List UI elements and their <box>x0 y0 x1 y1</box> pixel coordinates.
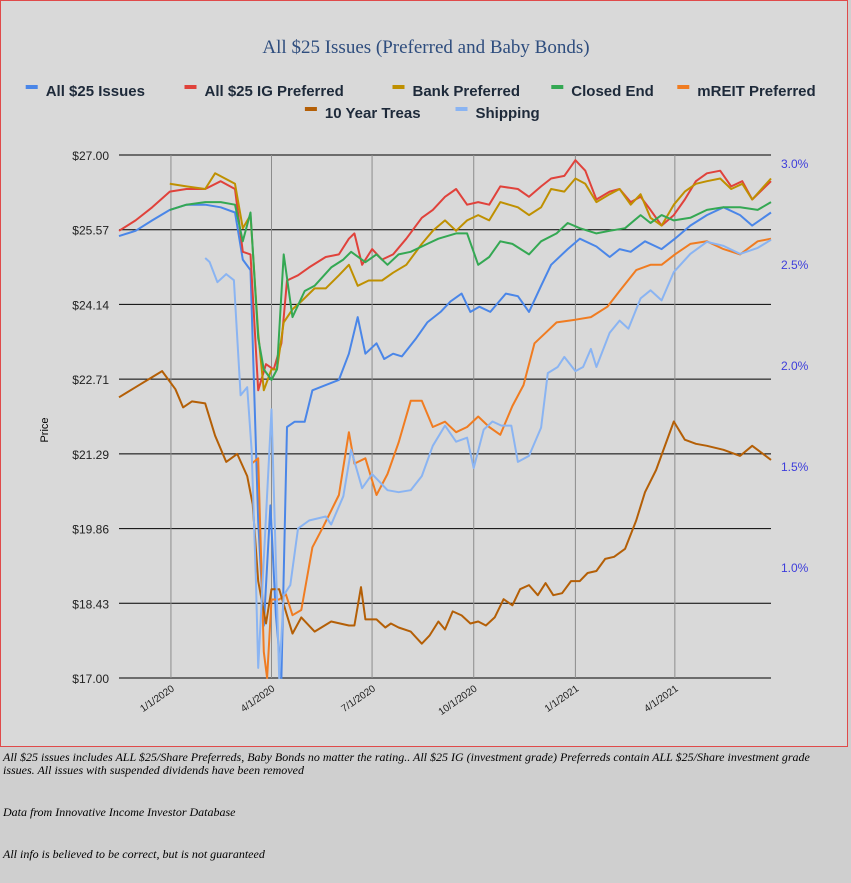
chart-frame: All $25 Issues (Preferred and Baby Bonds… <box>0 0 848 747</box>
x-tick-label: 7/1/2020 <box>340 683 379 715</box>
y2-tick-label: 1.0% <box>781 561 809 575</box>
y-tick-label: $18.43 <box>72 597 109 611</box>
x-tick-label: 1/1/2021 <box>543 683 582 715</box>
y-tick-label: $22.71 <box>72 373 109 387</box>
legend-swatch <box>455 107 468 111</box>
x-tick-label: 4/1/2020 <box>239 683 278 715</box>
series-line-mreit-preferred <box>250 237 772 679</box>
y-tick-label: $21.29 <box>72 448 109 462</box>
y2-tick-label: 1.5% <box>781 460 809 474</box>
y-tick-label: $25.57 <box>72 224 109 238</box>
legend-label: All $25 IG Preferred <box>205 83 344 100</box>
x-tick-label: 4/1/2021 <box>642 683 681 715</box>
y-tick-label: $27.00 <box>72 149 109 163</box>
series-line-10-year-treas <box>118 370 772 645</box>
footnote-description: All $25 issues includes ALL $25/Share Pr… <box>3 750 810 777</box>
legend-swatch <box>25 85 38 89</box>
series-line-bank-preferred <box>169 172 772 392</box>
legend-label: mREIT Preferred <box>697 83 815 100</box>
series-line-shipping <box>204 238 772 679</box>
footnote-source: Data from Innovative Income Investor Dat… <box>3 805 236 819</box>
series-lines <box>118 159 772 679</box>
x-tick-label: 10/1/2020 <box>437 683 480 718</box>
series-line-all-25-issues <box>118 203 772 679</box>
series-line-all-25-ig-preferred <box>118 159 772 392</box>
y2-tick-label: 2.5% <box>781 258 809 272</box>
legend-label: All $25 Issues <box>46 83 145 100</box>
line-chart: All $25 Issues (Preferred and Baby Bonds… <box>25 37 816 718</box>
y-axis-label: Price <box>39 417 51 442</box>
y-tick-label: $17.00 <box>72 672 109 686</box>
legend-label: Bank Preferred <box>413 83 521 100</box>
y-tick-label: $19.86 <box>72 523 109 537</box>
series-line-closed-end <box>169 201 772 381</box>
y2-tick-label: 2.0% <box>781 359 809 373</box>
y-tick-label: $24.14 <box>72 298 109 312</box>
legend-swatch <box>677 85 690 89</box>
footnote-disclaimer: All info is believed to be correct, but … <box>3 847 265 861</box>
legend-swatch <box>184 85 197 89</box>
y2-tick-label: 3.0% <box>781 157 809 171</box>
legend-swatch <box>304 107 317 111</box>
legend-swatch <box>551 85 564 89</box>
legend-swatch <box>392 85 405 89</box>
legend: All $25 Issues All $25 IG Preferred Bank P… <box>25 83 816 122</box>
legend-label: 10 Year Treas <box>325 105 421 122</box>
chart-title: All $25 Issues (Preferred and Baby Bonds… <box>262 37 589 58</box>
legend-label: Shipping <box>476 105 540 122</box>
legend-label: Closed End <box>571 83 654 100</box>
gridlines <box>119 154 771 679</box>
x-tick-label: 1/1/2020 <box>138 683 177 715</box>
